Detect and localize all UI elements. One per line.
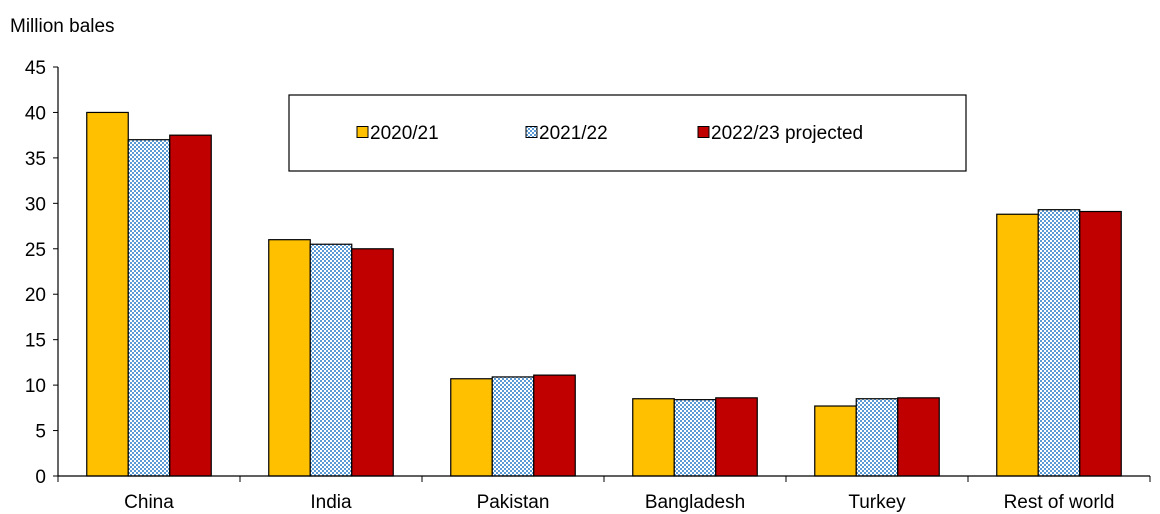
bar — [491, 376, 535, 477]
bar — [673, 399, 717, 477]
legend-box — [288, 94, 967, 172]
x-axis-ticks: China India Pakistan Bangladesh Turkey Rest o… — [57, 476, 1151, 513]
legend-items: 2020/21 2021/22 2022/23 projected — [356, 123, 863, 144]
bar — [127, 139, 171, 477]
y-tick-label: 10 — [25, 376, 46, 397]
y-tick-label: 5 — [35, 422, 46, 443]
bar — [632, 398, 675, 477]
bar — [86, 111, 129, 477]
bar — [996, 213, 1039, 477]
y-tick-label: 20 — [25, 285, 46, 306]
legend-label: 2020/21 — [370, 123, 439, 144]
y-tick-label: 0 — [35, 467, 46, 488]
legend-swatch — [525, 126, 538, 138]
x-tick-label: Pakistan — [477, 492, 550, 513]
x-tick-label: Bangladesh — [645, 492, 745, 513]
y-axis-title: Million bales — [10, 16, 115, 37]
y-tick-label: 35 — [25, 149, 46, 170]
legend-label: 2021/22 — [539, 123, 608, 144]
y-tick-label: 45 — [25, 58, 46, 79]
x-tick-label: China — [124, 492, 174, 513]
bar — [351, 248, 394, 477]
y-axis-ticks: 0 5 10 15 20 25 30 35 40 45 — [25, 58, 58, 488]
x-tick-label: India — [310, 492, 352, 513]
bar — [450, 378, 493, 477]
legend: 2020/21 2021/22 2022/23 projected — [288, 94, 967, 172]
legend-swatch — [356, 126, 369, 138]
bar — [533, 374, 576, 477]
bar — [814, 405, 857, 477]
y-tick-label: 15 — [25, 331, 46, 352]
bar — [715, 397, 758, 477]
bar — [309, 243, 353, 477]
bar — [855, 398, 899, 477]
y-tick-label: 25 — [25, 240, 46, 261]
y-tick-label: 30 — [25, 194, 46, 215]
y-tick-label: 40 — [25, 103, 46, 124]
x-tick-label: Rest of world — [1004, 492, 1115, 513]
legend-swatch — [697, 126, 710, 138]
bar — [897, 397, 940, 477]
legend-label: 2022/23 projected — [711, 123, 863, 144]
bar — [268, 239, 311, 477]
bar — [1079, 210, 1122, 477]
bar — [169, 134, 212, 477]
bar — [1037, 209, 1081, 477]
x-tick-label: Turkey — [848, 492, 906, 513]
